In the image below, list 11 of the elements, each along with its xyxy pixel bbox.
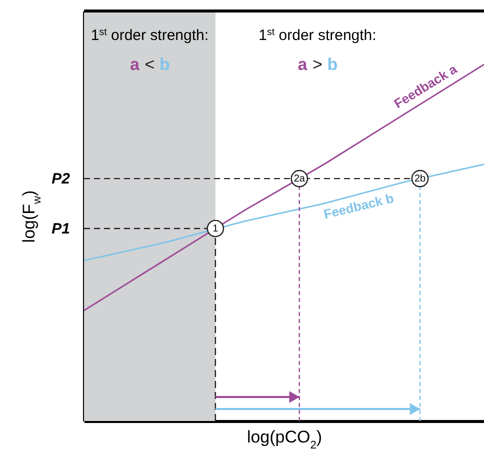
ref-line-label: P2	[52, 170, 71, 188]
text: 1$^{st}$ order strength:	[90, 26, 209, 44]
annotation: a > b	[298, 55, 338, 74]
ref-line-label: P1	[52, 220, 70, 238]
annotation: a < b	[130, 55, 170, 74]
text: 1$^{st}$ order strength:	[258, 26, 376, 44]
annotation: 1	[212, 223, 219, 234]
annotation: 2a	[294, 174, 306, 185]
annotation: 2b	[414, 174, 426, 185]
x-axis-title: log(pCO$_{2}$)	[246, 428, 322, 452]
text: Feedback b	[322, 190, 396, 222]
